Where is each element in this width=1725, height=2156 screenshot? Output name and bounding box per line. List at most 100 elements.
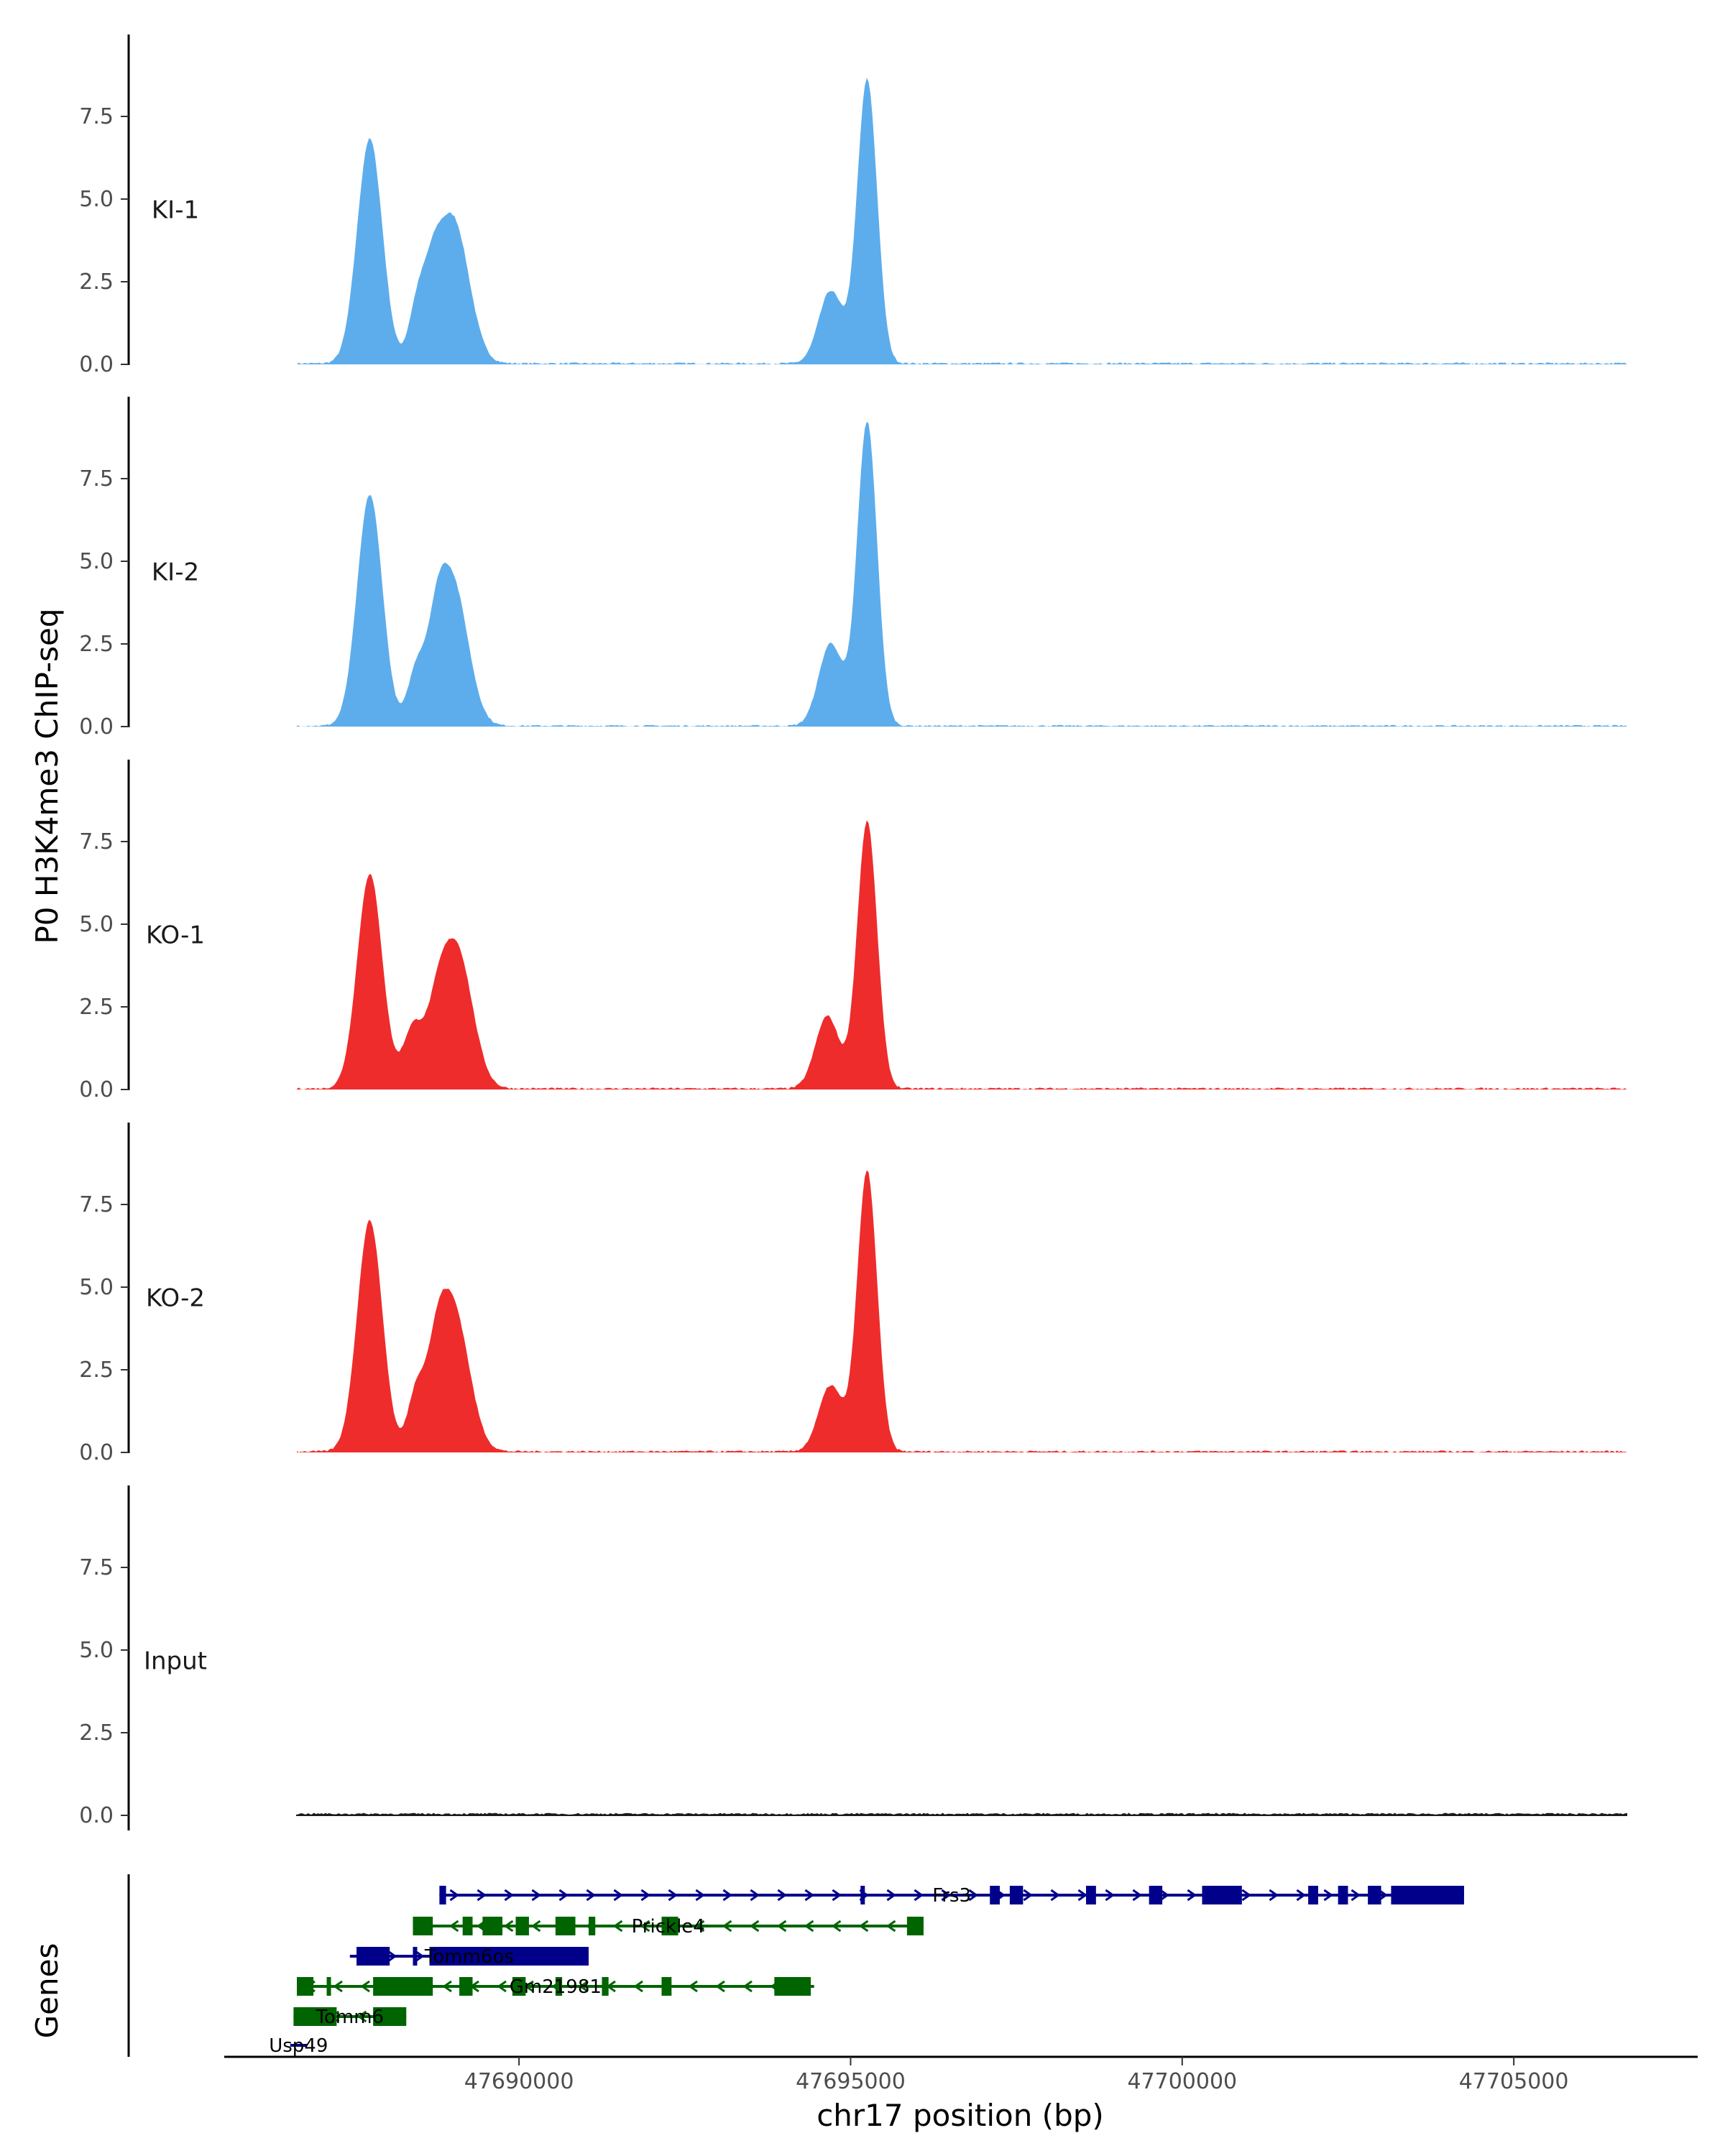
y-tick-label: 5.0 — [79, 1638, 114, 1663]
track-ki-2: 0.0 2.5 5.0 7.5 KI-2 — [79, 397, 1627, 740]
strand-arrow — [804, 1889, 814, 1902]
exon — [439, 1886, 446, 1904]
exon — [373, 2007, 407, 2026]
exon — [602, 1977, 609, 1996]
strand-arrow — [333, 1980, 343, 1993]
y-tick-label: 5.0 — [79, 912, 114, 937]
gene-tomm6os: Tomm6os — [349, 1946, 589, 1968]
strand-arrow — [742, 1980, 753, 1993]
y-tick-label: 2.5 — [79, 1720, 114, 1746]
strand-arrow — [1023, 1889, 1033, 1902]
strand-arrow — [776, 1920, 787, 1932]
exon — [293, 2007, 337, 2026]
strand-arrow — [1378, 1889, 1388, 1902]
strand-arrow — [668, 1889, 678, 1902]
strand-arrow — [722, 1920, 732, 1932]
x-tick-label: 47690000 — [464, 2069, 574, 2094]
exon — [588, 1917, 596, 1935]
strand-arrow — [886, 1889, 896, 1902]
strand-arrow — [694, 1920, 705, 1932]
strand-arrow — [1077, 1889, 1087, 1902]
genes-axis-title: Genes — [29, 1943, 65, 2039]
strand-arrow — [613, 1889, 623, 1902]
strand-arrow — [387, 1950, 397, 1963]
exon — [661, 1977, 672, 1996]
x-tick-label: 47700000 — [1127, 2069, 1237, 2094]
y-tick-label: 0.0 — [79, 1077, 114, 1102]
exon — [1338, 1886, 1348, 1904]
coverage-area — [297, 820, 1627, 1089]
strand-arrow — [914, 1889, 924, 1902]
strand-arrow — [448, 1920, 459, 1932]
strand-arrow — [530, 1920, 541, 1932]
strand-arrow — [695, 1889, 705, 1902]
strand-arrow — [558, 1889, 569, 1902]
strand-arrow — [640, 1889, 650, 1902]
track-ko-1: 0.0 2.5 5.0 7.5 KO-1 — [79, 760, 1627, 1102]
strand-arrow — [356, 2010, 367, 2023]
track-ko-2: 0.0 2.5 5.0 7.5 KO-2 — [79, 1123, 1627, 1465]
exon — [297, 1977, 314, 1996]
strand-arrow — [749, 1920, 760, 1932]
strand-arrow — [1050, 1889, 1060, 1902]
strand-arrow — [1296, 1889, 1306, 1902]
exon — [1391, 1886, 1464, 1904]
exon — [413, 1947, 418, 1966]
strand-arrow — [504, 1889, 514, 1902]
gene-tomm6: Tomm6 — [293, 2007, 407, 2028]
coverage-area — [296, 1812, 1627, 1817]
exon — [555, 1917, 576, 1935]
strand-arrow — [722, 1889, 732, 1902]
strand-arrow — [360, 1980, 370, 1993]
strand-arrow — [1351, 1889, 1361, 1902]
gene-label: Tomm6os — [424, 1946, 514, 1968]
y-tick-label: 5.0 — [79, 549, 114, 574]
strand-arrow — [414, 1950, 425, 1963]
exon — [1086, 1886, 1096, 1904]
exon — [906, 1917, 924, 1935]
y-tick-label: 0.0 — [79, 352, 114, 377]
exon — [860, 1886, 865, 1904]
strand-arrow — [586, 1889, 596, 1902]
strand-arrow — [531, 1889, 541, 1902]
exon — [459, 1977, 473, 1996]
exon — [555, 1977, 563, 1996]
exon — [326, 1977, 331, 1996]
exon — [413, 1917, 433, 1935]
strand-arrow — [640, 1920, 650, 1932]
gene-label: Gm21981 — [510, 1976, 602, 1998]
exon — [462, 1917, 473, 1935]
strand-arrow — [442, 1980, 452, 1993]
strand-arrow — [612, 1920, 623, 1932]
exon — [990, 1886, 1000, 1904]
strand-arrow — [804, 1920, 814, 1932]
gene-label: Tomm6 — [316, 2007, 385, 2028]
strand-arrow — [477, 1889, 487, 1902]
strand-arrow — [831, 1920, 842, 1932]
y-tick-label: 5.0 — [79, 187, 114, 212]
exon — [774, 1977, 811, 1996]
strand-arrow — [524, 1980, 534, 1993]
exon — [356, 1947, 390, 1966]
gene-label: Prickle4 — [632, 1916, 705, 1938]
strand-arrow — [449, 1889, 459, 1902]
y-tick-label: 2.5 — [79, 1358, 114, 1383]
strand-arrow — [503, 1920, 514, 1932]
coverage-area — [297, 1170, 1627, 1452]
x-tick-label: 47705000 — [1459, 2069, 1569, 2094]
y-tick-label: 2.5 — [79, 632, 114, 657]
exon — [515, 1917, 529, 1935]
strand-arrow — [497, 1980, 507, 1993]
y-tick-label: 7.5 — [79, 1555, 114, 1580]
strand-arrow — [886, 1920, 896, 1932]
strand-arrow — [688, 1980, 698, 1993]
exon — [1308, 1886, 1318, 1904]
exon — [1009, 1886, 1024, 1904]
strand-arrow — [579, 1980, 589, 1993]
gene-gm21981: Gm21981 — [297, 1976, 814, 1998]
y-tick-label: 7.5 — [79, 1192, 114, 1217]
y-axis-title: P0 H3K4me3 ChIP-seq — [29, 608, 65, 944]
gene-usp49: Usp49 — [269, 2035, 328, 2057]
track-label: KO-2 — [146, 1284, 205, 1312]
y-tick-label: 7.5 — [79, 466, 114, 492]
